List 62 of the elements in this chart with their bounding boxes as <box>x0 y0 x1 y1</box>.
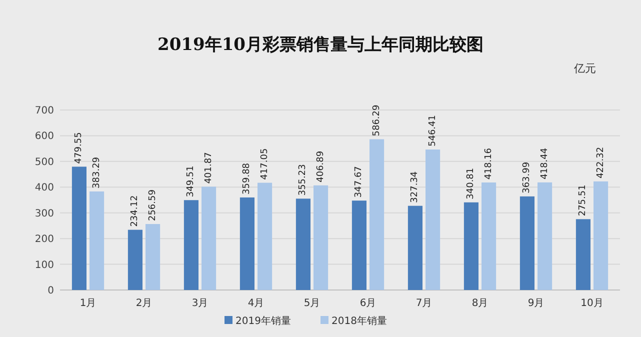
bar <box>352 200 366 290</box>
data-label: 349.51 <box>186 166 196 198</box>
chart-title: 2019年10月彩票销售量与上年同期比较图 <box>158 35 484 55</box>
x-tick-label: 9月 <box>528 298 544 309</box>
data-label: 256.59 <box>148 189 158 222</box>
bar <box>184 200 198 290</box>
bar <box>258 182 272 290</box>
x-tick-label: 7月 <box>416 298 432 309</box>
text: 亿元 <box>573 62 596 75</box>
bar <box>296 198 310 290</box>
y-tick-label: 200 <box>34 234 54 246</box>
data-label: 359.88 <box>242 162 252 194</box>
bar <box>72 166 86 290</box>
data-label: 234.12 <box>130 195 140 227</box>
bar <box>90 191 104 290</box>
data-label: 586.29 <box>372 104 382 136</box>
bar <box>538 182 552 290</box>
y-tick-label: 400 <box>34 182 54 194</box>
x-tick-label: 3月 <box>192 298 208 309</box>
x-tick-label: 10月 <box>580 298 604 309</box>
data-label: 418.16 <box>484 148 494 180</box>
y-tick-label: 700 <box>34 106 54 116</box>
legend-label: 2019年销量 <box>236 315 291 327</box>
data-label: 340.81 <box>466 168 476 200</box>
bar <box>594 181 608 290</box>
y-tick-label: 100 <box>34 260 54 271</box>
y-tick-label: 0 <box>48 286 54 296</box>
data-label: 422.32 <box>596 146 606 178</box>
data-label: 401.87 <box>204 152 214 184</box>
data-label: 417.05 <box>260 148 270 180</box>
data-label: 327.34 <box>410 171 420 203</box>
legend-label: 2018年销量 <box>332 315 387 327</box>
y-tick-label: 500 <box>34 156 54 168</box>
bar <box>408 206 422 290</box>
bar <box>464 202 478 290</box>
bar <box>240 197 254 290</box>
bar <box>576 219 590 290</box>
y-tick-label: 300 <box>34 208 54 220</box>
bar <box>314 185 328 290</box>
y-tick-label: 600 <box>34 131 54 142</box>
data-label: 383.29 <box>92 156 102 188</box>
bar <box>202 186 216 290</box>
data-label: 363.99 <box>522 162 532 194</box>
data-label: 275.51 <box>578 184 588 216</box>
bar <box>128 230 142 290</box>
x-tick-label: 6月 <box>360 298 376 309</box>
bar <box>146 224 160 290</box>
x-tick-label: 2月 <box>136 298 152 309</box>
data-label: 479.55 <box>74 132 84 164</box>
bar <box>426 149 440 290</box>
bar <box>520 196 534 290</box>
x-tick-label: 4月 <box>248 298 264 309</box>
bar <box>370 139 384 290</box>
data-label: 418.44 <box>540 148 550 180</box>
x-tick-label: 8月 <box>472 298 488 309</box>
x-tick-label: 5月 <box>304 298 320 309</box>
data-label: 347.67 <box>354 166 364 198</box>
x-tick-label: 1月 <box>80 298 96 309</box>
bar <box>482 182 496 290</box>
data-label: 406.89 <box>316 150 326 182</box>
data-label: 355.23 <box>298 164 308 196</box>
data-label: 546.41 <box>428 114 438 146</box>
